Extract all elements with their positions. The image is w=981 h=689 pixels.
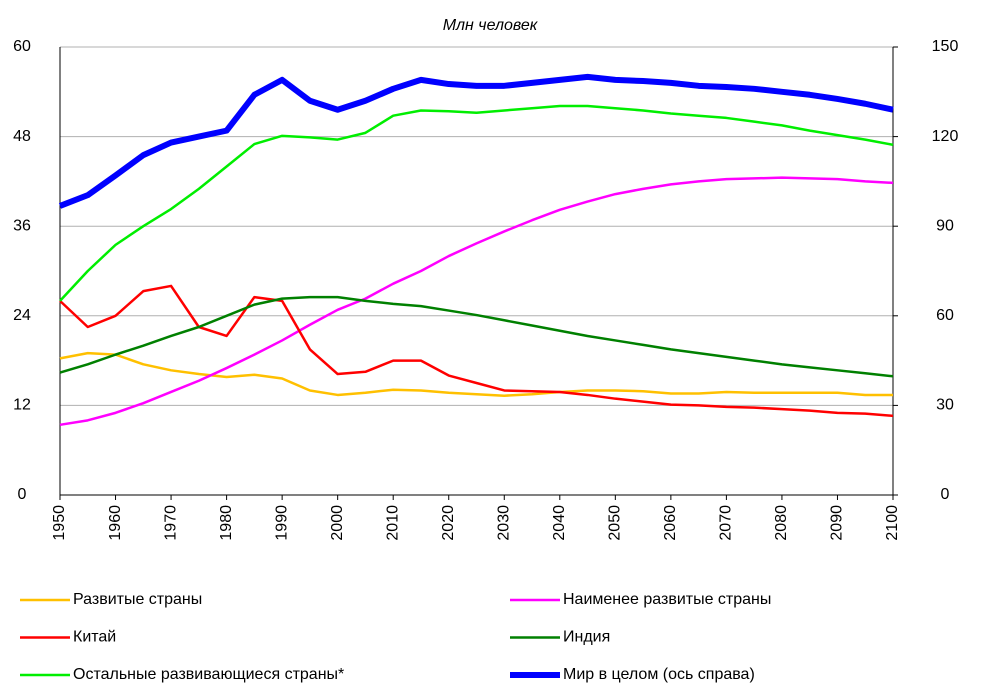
y2-tick-label: 90	[936, 217, 954, 234]
series-line	[58, 73, 894, 209]
legend-label: Китай	[73, 629, 116, 646]
y-tick-label: 24	[13, 307, 31, 324]
series-line	[59, 351, 893, 397]
legend-label: Индия	[563, 629, 610, 646]
y-tick-label: 36	[13, 217, 31, 234]
y2-tick-label: 120	[932, 128, 959, 145]
x-tick-label: 1960	[107, 505, 124, 541]
series-line	[59, 284, 894, 418]
y-tick-label: 60	[13, 38, 31, 55]
series-line	[59, 295, 894, 378]
y2-tick-label: 150	[932, 38, 959, 55]
y-tick-label: 0	[18, 486, 27, 503]
y-tick-label: 12	[13, 397, 31, 414]
x-tick-label: 2000	[329, 505, 346, 541]
y2-tick-label: 60	[936, 307, 954, 324]
legend-label: Остальные развивающиеся страны*	[73, 666, 344, 683]
legend-label: Наименее развитые страны	[563, 591, 771, 608]
x-tick-label: 2060	[662, 505, 679, 541]
x-tick-label: 1990	[273, 505, 290, 541]
chart-title: Млн человек	[443, 17, 539, 34]
series-line	[59, 104, 894, 302]
legend-label: Мир в целом (ось справа)	[563, 666, 755, 683]
x-tick-label: 2090	[829, 505, 846, 541]
x-tick-label: 2100	[884, 505, 901, 541]
series-line	[59, 176, 894, 427]
y-tick-label: 48	[13, 128, 31, 145]
x-tick-label: 2030	[495, 505, 512, 541]
x-tick-label: 2010	[384, 505, 401, 541]
x-tick-label: 1970	[162, 505, 179, 541]
x-tick-label: 2080	[773, 505, 790, 541]
x-tick-label: 1980	[218, 505, 235, 541]
x-tick-label: 2040	[551, 505, 568, 541]
x-tick-label: 2070	[718, 505, 735, 541]
y2-tick-label: 30	[936, 397, 954, 414]
y2-tick-label: 0	[941, 486, 950, 503]
x-tick-label: 2050	[607, 505, 624, 541]
x-tick-label: 2020	[440, 505, 457, 541]
legend-label: Развитые страны	[73, 591, 202, 608]
x-tick-label: 1950	[51, 505, 68, 541]
